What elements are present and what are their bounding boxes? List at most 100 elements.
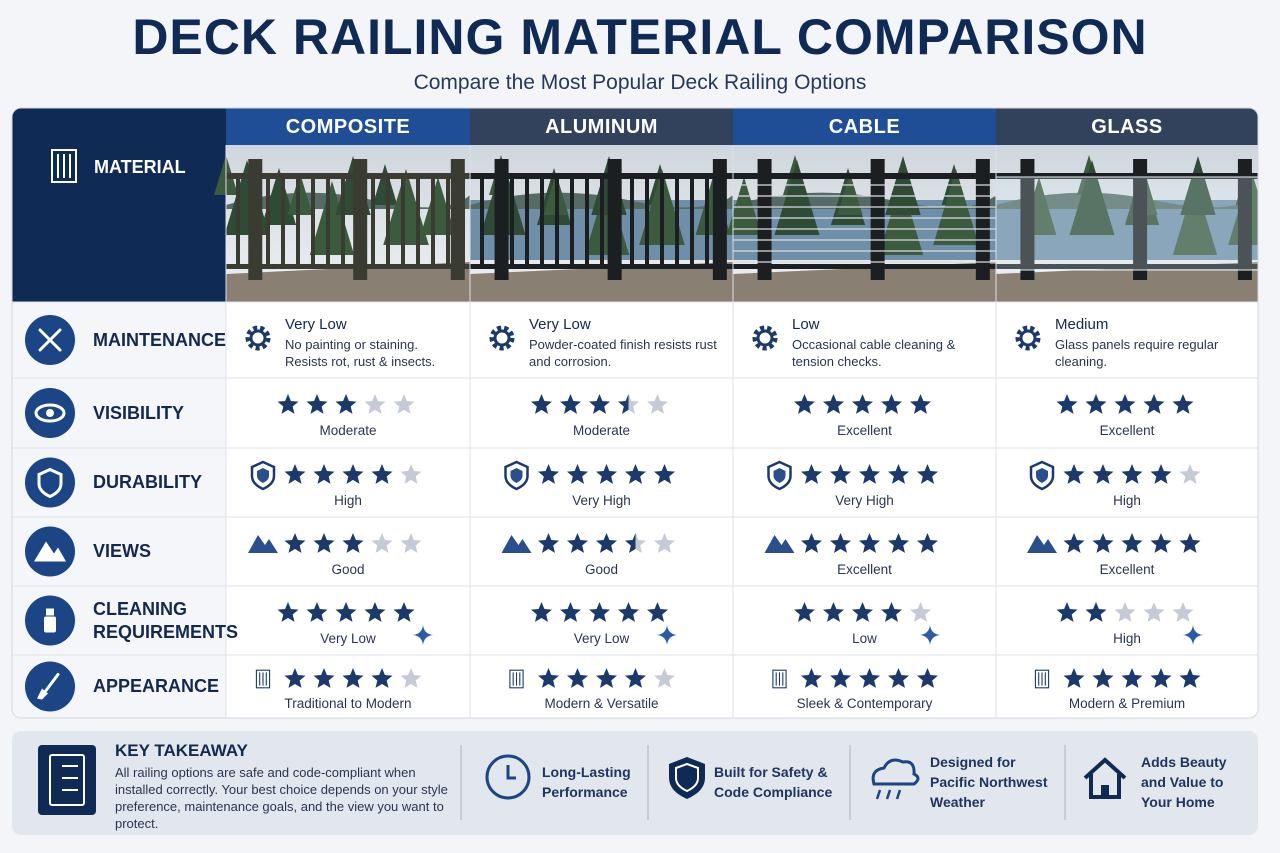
shield-icon (504, 460, 529, 491)
house-door (1101, 785, 1109, 797)
row-label: APPEARANCE (93, 676, 220, 696)
star (342, 464, 364, 484)
rating-text: Good (331, 562, 365, 577)
footer-box (12, 731, 1258, 835)
star (888, 464, 909, 484)
top-rail (226, 173, 470, 179)
post (757, 159, 772, 280)
baluster (480, 173, 484, 268)
shield-icon (1029, 460, 1055, 491)
star (589, 602, 610, 622)
star-empty (400, 533, 422, 553)
star (284, 533, 306, 553)
star (596, 668, 617, 688)
clipboard-icon (38, 745, 96, 815)
shield-icon (767, 460, 792, 491)
rating-text: Modern & Premium (1068, 696, 1186, 711)
glyph (46, 608, 54, 616)
baluster (266, 173, 270, 268)
gear (489, 325, 515, 351)
star (647, 602, 668, 622)
star (1056, 602, 1078, 622)
row-label: DURABILITY (93, 472, 202, 492)
maintenance-level: Very Low (529, 316, 591, 333)
baluster (446, 173, 450, 268)
star (364, 602, 386, 622)
star (823, 602, 844, 622)
star-empty (400, 464, 422, 484)
star (625, 464, 646, 484)
star (830, 668, 851, 688)
glyph (44, 673, 60, 692)
gear-icon (489, 325, 515, 351)
column-header-label: GLASS (1091, 116, 1163, 138)
baluster (525, 173, 529, 268)
railing-icon (772, 669, 787, 689)
row-icon (25, 388, 75, 438)
rating-text: Traditional to Modern (284, 696, 412, 711)
star (538, 668, 559, 688)
star (852, 394, 873, 414)
star (859, 533, 880, 553)
sparkle-icon (920, 625, 940, 645)
material-icon (51, 149, 77, 183)
takeaway-text: All railing options are safe and code-co… (115, 765, 448, 831)
rain-drop (875, 789, 882, 800)
gear (493, 329, 511, 347)
post (1020, 159, 1035, 280)
star (1150, 668, 1172, 688)
gear-icon (1015, 325, 1041, 351)
feature-text: Designed for Pacific Northwest Weather (930, 754, 1048, 810)
cloud-icon (871, 758, 920, 786)
star (801, 464, 822, 484)
star (342, 533, 364, 553)
mountain-icon (501, 535, 532, 553)
tree (1180, 156, 1216, 215)
rating-text: Very Low (320, 631, 376, 646)
baluster (356, 173, 360, 268)
gear-icon (245, 325, 271, 351)
takeaway-title: KEY TAKEAWAY (115, 741, 248, 760)
star (654, 464, 675, 484)
gear (245, 325, 271, 351)
rating-text: Excellent (1099, 423, 1155, 438)
star (560, 394, 581, 414)
icon-frame (1034, 669, 1050, 689)
rating-text: Very High (572, 493, 631, 508)
baluster (416, 173, 420, 268)
rain-drop (885, 789, 892, 800)
star (306, 394, 328, 414)
rating-text: Good (584, 562, 619, 577)
baluster (461, 173, 465, 268)
baluster (720, 173, 724, 268)
railing-icon (255, 669, 271, 689)
star (917, 533, 938, 553)
star-empty (364, 394, 386, 414)
star (531, 602, 552, 622)
material-photo (995, 145, 1258, 302)
star (625, 668, 646, 688)
clipboard-sheet (49, 754, 85, 806)
star (1179, 533, 1201, 553)
baluster (401, 173, 405, 268)
star (1150, 464, 1172, 484)
railing-icon (1034, 669, 1050, 689)
post (607, 159, 622, 280)
star (1092, 668, 1114, 688)
star (1063, 533, 1085, 553)
star (335, 602, 357, 622)
maintenance-text: No painting or staining. Resists rot, ru… (285, 337, 436, 369)
star (881, 394, 902, 414)
corner-label: MATERIAL (94, 157, 186, 177)
baluster (236, 173, 240, 268)
baluster (600, 173, 604, 268)
bottom-rail (733, 264, 996, 269)
gear (1015, 325, 1041, 351)
column-header (470, 108, 733, 145)
star (618, 602, 639, 622)
baluster (311, 173, 315, 268)
gear (752, 325, 778, 351)
row-icon (25, 526, 75, 577)
material-photo (470, 145, 733, 302)
shield-icon (773, 468, 786, 483)
